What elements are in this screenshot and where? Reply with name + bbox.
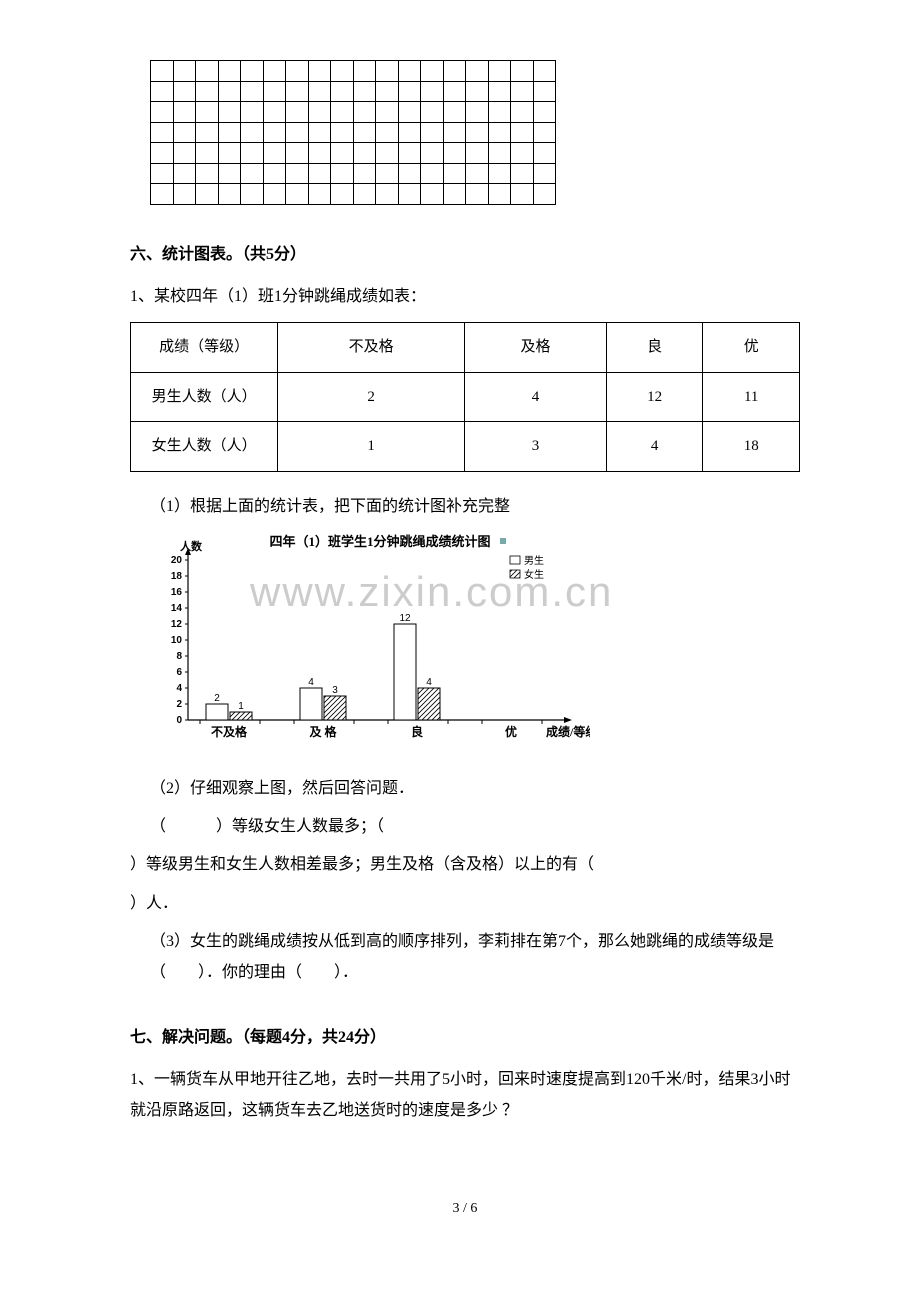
svg-text:2: 2 xyxy=(214,693,220,704)
svg-text:男生: 男生 xyxy=(524,554,544,567)
svg-text:四年（1）班学生1分钟跳绳成绩统计图: 四年（1）班学生1分钟跳绳成绩统计图 xyxy=(269,534,490,549)
svg-text:3: 3 xyxy=(332,685,338,696)
table-cell: 4 xyxy=(465,372,607,422)
svg-text:4: 4 xyxy=(176,683,182,694)
table-cell: 18 xyxy=(703,422,800,472)
svg-text:12: 12 xyxy=(171,619,183,630)
svg-text:不及格: 不及格 xyxy=(211,724,248,739)
svg-text:女生: 女生 xyxy=(524,568,544,581)
table-header-cell: 不及格 xyxy=(278,323,465,373)
table-cell: 11 xyxy=(703,372,800,422)
svg-text:10: 10 xyxy=(171,635,183,646)
svg-text:4: 4 xyxy=(426,677,432,688)
section6-sub2-line2: （ ）等级女生人数最多；（ xyxy=(150,812,800,842)
section6-q1-intro: 1、某校四年（1）班1分钟跳绳成绩如表： xyxy=(130,282,800,312)
svg-text:18: 18 xyxy=(171,571,183,582)
table-cell: 男生人数（人） xyxy=(131,372,278,422)
svg-text:6: 6 xyxy=(176,667,182,678)
table-cell: 3 xyxy=(465,422,607,472)
table-cell: 1 xyxy=(278,422,465,472)
svg-text:良: 良 xyxy=(411,724,423,739)
table-header-cell: 及格 xyxy=(465,323,607,373)
svg-text:成绩/等级: 成绩/等级 xyxy=(546,724,590,739)
table-cell: 2 xyxy=(278,372,465,422)
table-header-cell: 成绩（等级） xyxy=(131,323,278,373)
section7-q1: 1、一辆货车从甲地开往乙地，去时一共用了5小时，回来时速度提高到120千米/时，… xyxy=(130,1065,800,1126)
svg-text:0: 0 xyxy=(176,715,182,726)
svg-text:16: 16 xyxy=(171,587,183,598)
blank-open: （ xyxy=(150,818,166,835)
score-data-table: 成绩（等级）不及格及格良优男生人数（人）241211女生人数（人）13418 xyxy=(130,322,800,472)
table-header-cell: 良 xyxy=(606,323,703,373)
svg-text:及 格: 及 格 xyxy=(309,724,337,739)
chart-container: www.zixin.com.cn 四年（1）班学生1分钟跳绳成绩统计图人数024… xyxy=(150,532,800,763)
section6-sub1: （1）根据上面的统计表，把下面的统计图补充完整 xyxy=(150,492,800,522)
svg-text:4: 4 xyxy=(308,677,314,688)
blank-text: ）等级女生人数最多；（ xyxy=(216,818,384,835)
page-footer: 3 / 6 xyxy=(130,1196,800,1223)
table-cell: 女生人数（人） xyxy=(131,422,278,472)
svg-text:优: 优 xyxy=(505,724,517,739)
svg-text:12: 12 xyxy=(399,613,411,624)
svg-text:14: 14 xyxy=(171,603,183,614)
svg-text:20: 20 xyxy=(171,555,183,566)
table-header-cell: 优 xyxy=(703,323,800,373)
section6-title: 六、统计图表。（共5分） xyxy=(130,240,800,270)
table-cell: 12 xyxy=(606,372,703,422)
section7-title: 七、解决问题。（每题4分，共24分） xyxy=(130,1023,800,1053)
section6-sub3: （3）女生的跳绳成绩按从低到高的顺序排列，李莉排在第7个，那么她跳绳的成绩等级是… xyxy=(150,927,800,988)
section6-sub2-line4: ）人． xyxy=(130,889,800,919)
svg-text:2: 2 xyxy=(176,699,182,710)
table-cell: 4 xyxy=(606,422,703,472)
svg-text:1: 1 xyxy=(238,701,244,712)
bar-chart: 四年（1）班学生1分钟跳绳成绩统计图人数02468101214161820男生女… xyxy=(150,532,590,752)
section6-sub2-line3: ）等级男生和女生人数相差最多；男生及格（含及格）以上的有（ xyxy=(130,850,800,880)
svg-text:8: 8 xyxy=(176,651,182,662)
svg-text:人数: 人数 xyxy=(180,539,203,553)
empty-answer-grid xyxy=(150,60,556,205)
section6-sub2-line1: （2）仔细观察上图，然后回答问题． xyxy=(150,774,800,804)
